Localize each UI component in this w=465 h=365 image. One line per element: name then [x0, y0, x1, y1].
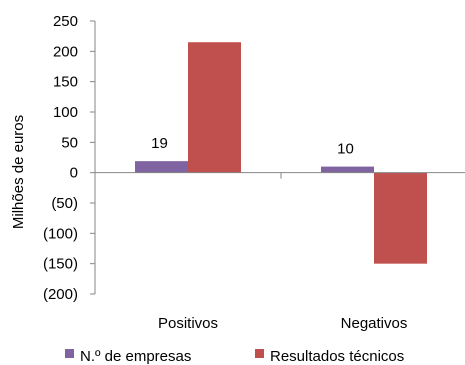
- data-label: 10: [337, 141, 354, 158]
- bar-empresas: [135, 161, 188, 173]
- y-tick-label: (150): [43, 256, 78, 273]
- y-tick-label: 150: [53, 74, 78, 91]
- bar-resultados: [188, 42, 241, 173]
- y-tick-label: (200): [43, 286, 78, 303]
- y-axis-title: Milhões de euros: [10, 115, 27, 229]
- y-tick-label: 200: [53, 43, 78, 60]
- plot-area: 250 200 150 100 50 0 (50) (100) (150) (200) 19 Posi…: [43, 13, 465, 332]
- bar-empresas: [321, 166, 374, 173]
- y-tick-label: 0: [70, 165, 78, 182]
- y-tick-label: 250: [53, 13, 78, 30]
- bar-resultados: [374, 172, 427, 264]
- legend-swatch: [255, 349, 264, 358]
- data-label: 19: [151, 135, 168, 152]
- x-tick-label: Negativos: [341, 315, 408, 332]
- y-tick-label: 50: [61, 134, 78, 151]
- legend-label: N.º de empresas: [80, 348, 191, 365]
- x-tick-label: Positivos: [158, 315, 218, 332]
- legend: N.º de empresas Resultados técnicos: [65, 348, 404, 365]
- y-tick-label: (100): [43, 225, 78, 242]
- y-tick-label: (50): [51, 195, 78, 212]
- legend-item: Resultados técnicos: [255, 348, 404, 365]
- legend-label: Resultados técnicos: [270, 348, 404, 365]
- y-tick-label: 100: [53, 104, 78, 121]
- legend-swatch: [65, 349, 74, 358]
- legend-item: N.º de empresas: [65, 348, 191, 365]
